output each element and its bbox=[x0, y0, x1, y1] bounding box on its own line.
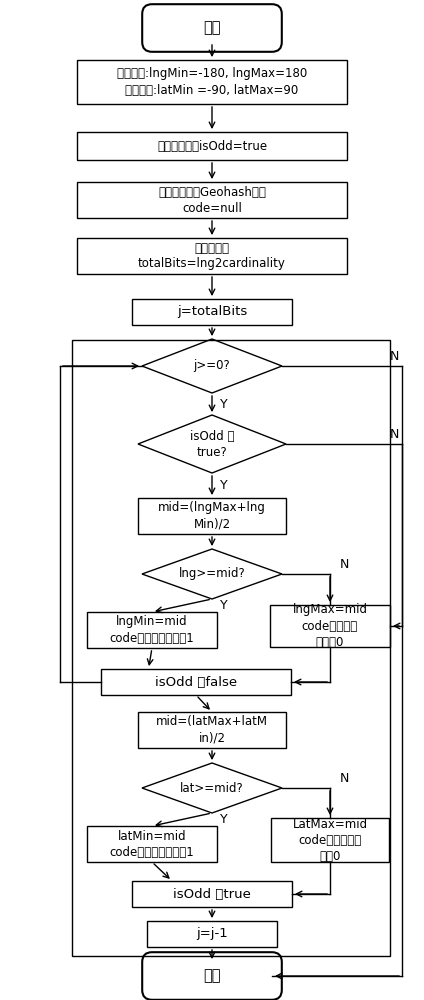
Text: isOdd 为true: isOdd 为true bbox=[173, 888, 251, 900]
Bar bbox=[138, 498, 286, 534]
Text: N: N bbox=[339, 558, 349, 570]
Bar bbox=[77, 238, 347, 274]
Text: mid=(latMax+latM
in)/2: mid=(latMax+latM in)/2 bbox=[156, 716, 268, 744]
Text: Y: Y bbox=[220, 599, 228, 612]
Bar bbox=[271, 818, 389, 862]
Text: 编码总位数
totalBits=lng2cardinality: 编码总位数 totalBits=lng2cardinality bbox=[138, 241, 286, 270]
Bar bbox=[270, 605, 390, 647]
Bar bbox=[147, 921, 277, 947]
Text: Y: Y bbox=[220, 813, 228, 826]
Bar bbox=[77, 60, 347, 104]
Bar bbox=[132, 881, 292, 907]
Text: lngMax=mid
code编码奇数
位添加0: lngMax=mid code编码奇数 位添加0 bbox=[293, 603, 368, 648]
Text: 保存二进制的Geohash编码
code=null: 保存二进制的Geohash编码 code=null bbox=[158, 186, 266, 215]
Text: lat>=mid?: lat>=mid? bbox=[180, 782, 244, 794]
Text: isOdd 为
true?: isOdd 为 true? bbox=[190, 430, 234, 458]
Bar bbox=[138, 712, 286, 748]
Bar bbox=[87, 826, 217, 862]
Text: 结束: 结束 bbox=[203, 968, 221, 984]
Bar bbox=[87, 612, 217, 648]
Text: 经度范围:lngMin=-180, lngMax=180
纬度范围:latMin =-90, latMax=90: 经度范围:lngMin=-180, lngMax=180 纬度范围:latMin… bbox=[117, 68, 307, 97]
Bar bbox=[77, 182, 347, 218]
Text: j>=0?: j>=0? bbox=[194, 360, 230, 372]
Text: N: N bbox=[339, 772, 349, 784]
Text: mid=(lngMax+lng
Min)/2: mid=(lngMax+lng Min)/2 bbox=[158, 502, 266, 530]
Text: lng>=mid?: lng>=mid? bbox=[179, 568, 245, 580]
Text: 奇偶数标识位isOdd=true: 奇偶数标识位isOdd=true bbox=[157, 139, 267, 152]
Text: latMin=mid
code编码偶数位添加1: latMin=mid code编码偶数位添加1 bbox=[110, 830, 194, 858]
Text: j=totalBits: j=totalBits bbox=[177, 306, 247, 318]
Text: j=j-1: j=j-1 bbox=[196, 928, 228, 940]
Text: N: N bbox=[389, 350, 399, 362]
Text: LatMax=mid
code编码偶数位
添加0: LatMax=mid code编码偶数位 添加0 bbox=[293, 818, 368, 862]
Text: 开始: 开始 bbox=[203, 20, 221, 35]
Bar bbox=[101, 669, 291, 695]
Bar bbox=[77, 132, 347, 160]
Text: Y: Y bbox=[220, 397, 228, 410]
Text: isOdd 为false: isOdd 为false bbox=[155, 676, 237, 688]
FancyBboxPatch shape bbox=[142, 4, 282, 52]
Polygon shape bbox=[142, 339, 282, 393]
Polygon shape bbox=[142, 549, 282, 599]
Polygon shape bbox=[142, 763, 282, 813]
Text: N: N bbox=[389, 428, 399, 440]
Text: Y: Y bbox=[220, 479, 228, 492]
Bar bbox=[132, 299, 292, 325]
FancyBboxPatch shape bbox=[142, 952, 282, 1000]
Bar bbox=[72, 340, 390, 956]
Polygon shape bbox=[138, 415, 286, 473]
Text: lngMin=mid
code编码奇数位添加1: lngMin=mid code编码奇数位添加1 bbox=[110, 615, 194, 645]
